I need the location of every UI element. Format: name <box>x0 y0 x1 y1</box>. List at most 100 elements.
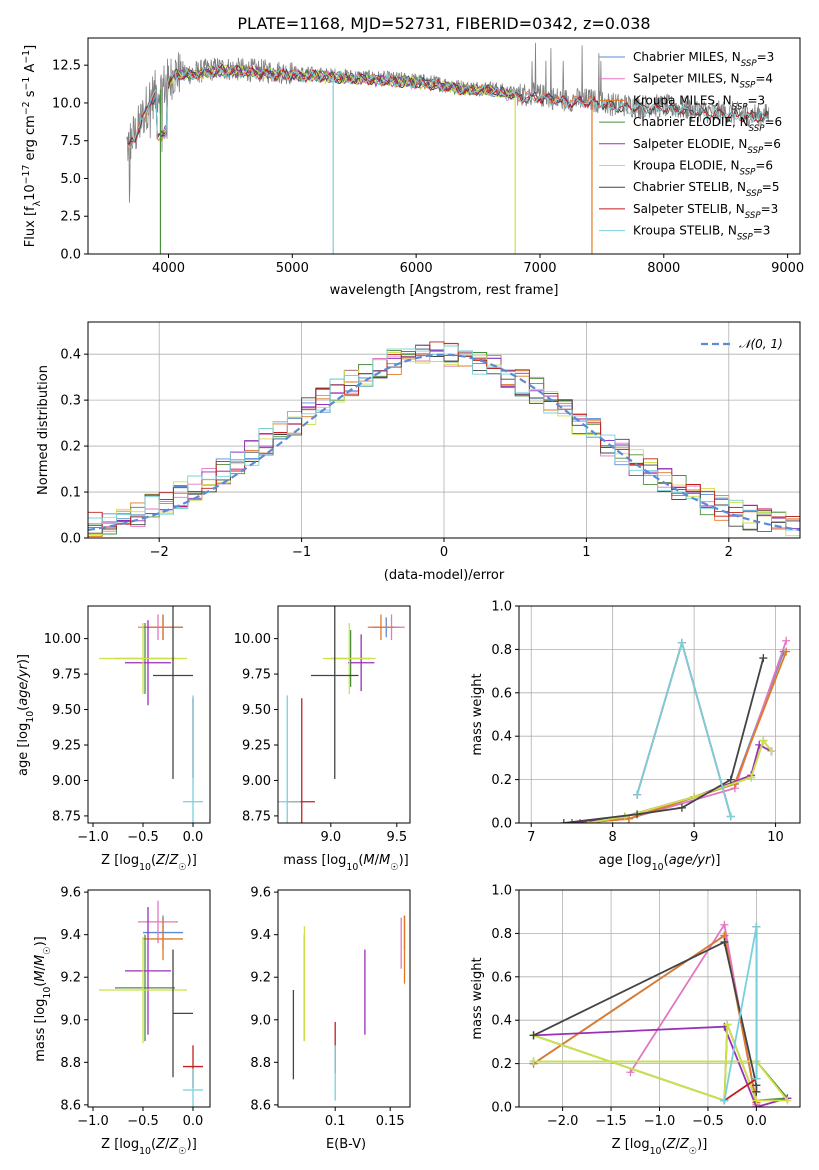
gaussian-curve <box>88 353 800 531</box>
axes-z_age: −1.0 −0.5 0.0 8.75 9.00 9.25 9.50 9.75 10.00 <box>44 632 204 845</box>
label-part: Z <box>168 853 179 868</box>
axes-mass_age: 9.0 9.5 8.75 9.00 9.25 9.50 9.75 10.00 <box>234 632 407 845</box>
y-tick-label: 0.6 <box>491 686 512 701</box>
legend-label: Salpeter ELODIE, NSSP=6 <box>633 137 781 156</box>
legend-label: Kroupa MILES, NSSP=3 <box>633 93 765 112</box>
y-tick-label: 12.5 <box>52 59 81 74</box>
plot-area-z_age <box>99 606 203 823</box>
legend-label-sub: SSP <box>740 81 757 91</box>
label-part: ( <box>151 1137 156 1152</box>
legend-label-suffix: =5 <box>762 180 780 194</box>
series-point-kroupa_elodie <box>747 773 756 782</box>
y-tick-label: 1.0 <box>491 600 512 615</box>
y-axis-label: mass [log10(M/M☉)] <box>33 936 53 1062</box>
label-part: 10 <box>650 1146 662 1157</box>
legend-label-text: Salpeter ELODIE, N <box>633 137 747 151</box>
model-spectrum-kroupa_elodie <box>160 64 515 136</box>
y-tick-label: 8.8 <box>60 1056 81 1071</box>
label-part: )] <box>697 1137 707 1152</box>
series-point-kroupa_stelib <box>752 1074 761 1083</box>
y-axis-label: mass weight <box>470 673 485 755</box>
series-point-kroupa_elodie <box>783 1096 792 1105</box>
label-part: age [log <box>598 853 651 868</box>
x-tick-label: −1.0 <box>77 830 109 845</box>
y-tick-label: 0.1 <box>60 486 81 501</box>
series-line-salpeter_miles <box>629 922 758 1105</box>
series-point-kroupa_elodie <box>723 1020 732 1029</box>
legend-label: Chabrier STELIB, NSSP=5 <box>633 180 780 199</box>
axes-z_mass: −1.0 −0.5 0.0 8.6 8.8 9.0 9.2 9.4 9.6 <box>60 886 203 1129</box>
label-part: mass [log <box>283 853 346 868</box>
label-part: −1 <box>21 77 32 91</box>
y-tick-label: 8.8 <box>250 1056 271 1071</box>
axes-frame <box>87 321 801 539</box>
y-tick-label: 0.4 <box>60 348 81 363</box>
x-tick-label: 7 <box>527 830 535 845</box>
label-part: erg cm <box>23 115 38 164</box>
series-point-kroupa_stelib <box>720 1096 729 1105</box>
axes-age_weight: 7 8 9 10 0.0 0.2 0.4 0.6 0.8 1.0 <box>491 600 800 845</box>
x-tick-label: 0 <box>440 545 448 560</box>
label-part: Z [log <box>101 1137 139 1152</box>
x-tick-label: −1.0 <box>644 1114 676 1129</box>
x-tick-label: 4000 <box>152 261 185 276</box>
y-tick-label: 0.8 <box>491 643 512 658</box>
y-tick-label: 10.00 <box>234 632 271 647</box>
legend-label-suffix: =6 <box>755 159 773 173</box>
y-tick-label: 9.50 <box>52 703 81 718</box>
y-tick-label: 8.75 <box>52 809 81 824</box>
label-part: M <box>363 853 374 868</box>
x-axis-label: Z [log10(Z/Z☉)] <box>101 1137 197 1157</box>
label-part: / <box>375 853 380 868</box>
label-part: λ <box>32 200 43 206</box>
legend-label: Chabrier ELODIE, NSSP=6 <box>633 115 782 134</box>
residual-histogram-salpeter_stelib <box>88 341 800 528</box>
x-tick-label: 6000 <box>400 261 433 276</box>
label-part: M <box>33 970 48 981</box>
label-part: age [log <box>16 723 31 776</box>
x-tick-label: −2 <box>150 545 169 560</box>
legend-label-text: Salpeter STELIB, N <box>633 202 745 216</box>
y-tick-label: 9.4 <box>250 928 271 943</box>
x-tick-label: 0.15 <box>376 1114 405 1129</box>
label-part: M <box>33 955 48 966</box>
label-part: / <box>165 1137 170 1152</box>
x-axis-label: (data-model)/error <box>384 568 505 583</box>
x-tick-label: 8000 <box>647 261 680 276</box>
model-spectrum-kroupa_stelib <box>127 63 769 149</box>
plot-area-spectrum <box>126 42 770 254</box>
y-tick-label: 9.0 <box>250 1013 271 1028</box>
legend-label: Salpeter STELIB, NSSP=3 <box>633 202 778 221</box>
y-tick-label: 0.4 <box>491 730 512 745</box>
axes-frame <box>277 889 411 1108</box>
label-part: Z [log <box>612 1137 650 1152</box>
y-tick-label: 10.0 <box>52 96 81 111</box>
y-tick-label: 5.0 <box>60 172 81 187</box>
axes-spectrum: 4000 5000 6000 7000 8000 9000 0.0 2.5 5.0 7.5 10.0… <box>52 59 804 276</box>
series-point-salpeter_miles <box>720 920 729 929</box>
y-tick-label: 0.6 <box>491 970 512 985</box>
x-tick-label: 0.0 <box>183 830 204 845</box>
label-part: )] <box>187 853 197 868</box>
y-tick-label: 9.00 <box>242 774 271 789</box>
y-tick-label: 10.00 <box>44 632 81 647</box>
x-axis-label: Z [log10(Z/Z☉)] <box>612 1137 708 1157</box>
series-line-chabrier_elodie <box>588 738 773 823</box>
y-tick-label: 0.0 <box>60 532 81 547</box>
axes-ebv_mass: 0.1 0.15 8.6 8.8 9.0 9.2 9.4 9.6 <box>250 886 404 1129</box>
legend-label-text: Salpeter MILES, N <box>633 72 740 86</box>
plot-area-residual_hist <box>88 341 800 537</box>
series-point-chabrier_stelib <box>559 819 568 823</box>
label-part: / <box>165 853 170 868</box>
y-tick-label: 8.75 <box>242 809 271 824</box>
x-tick-label: −0.5 <box>127 830 159 845</box>
y-tick-label: 0.8 <box>491 927 512 942</box>
legend-label-suffix: =3 <box>761 202 779 216</box>
label-part: ( <box>358 853 363 868</box>
label-part: ( <box>16 706 31 711</box>
x-tick-label: −1.5 <box>595 1114 627 1129</box>
series-point-kroupa_miles <box>782 647 791 656</box>
series-point-kroupa_elodie <box>690 792 699 801</box>
label-part: 10 <box>25 711 36 723</box>
